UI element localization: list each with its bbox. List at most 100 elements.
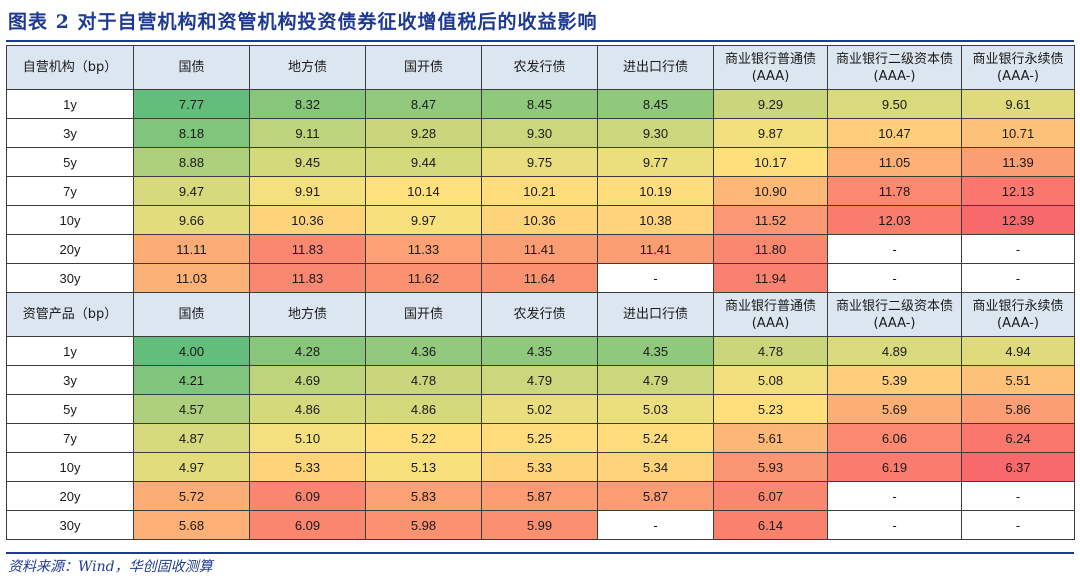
value-cell: 10.19: [597, 176, 714, 206]
tenor-label: 7y: [6, 176, 134, 206]
value-cell: 4.86: [249, 394, 366, 424]
value-cell: -: [597, 510, 714, 540]
value-cell: 5.08: [713, 365, 828, 395]
value-cell: -: [597, 263, 714, 293]
value-cell: 9.28: [365, 118, 482, 148]
table-row: 7y 9.47 9.91 10.14 10.21 10.19 10.90 11.78 12.13: [6, 176, 1075, 206]
value-cell: 9.61: [961, 89, 1075, 119]
column-header: 商业银行普通债 (AAA): [713, 292, 828, 337]
column-header: 进出口行债: [597, 45, 714, 90]
value-cell: 4.35: [481, 336, 598, 366]
table-row: 30y 5.68 6.09 5.98 5.99-6.14- -: [6, 510, 1075, 540]
value-cell: 5.13: [365, 452, 482, 482]
value-cell: 10.14: [365, 176, 482, 206]
column-header: 国开债: [365, 292, 482, 337]
value-cell: 9.97: [365, 205, 482, 235]
value-cell: -: [961, 234, 1075, 264]
value-cell: 5.39: [827, 365, 962, 395]
value-cell: 11.41: [597, 234, 714, 264]
value-cell: 9.29: [713, 89, 828, 119]
value-cell: -: [961, 481, 1075, 511]
table-row: 3y 4.21 4.69 4.78 4.79 4.79 5.08 5.39 5.51: [6, 365, 1075, 395]
value-cell: -: [827, 263, 962, 293]
value-cell: 11.52: [713, 205, 828, 235]
value-cell: 4.35: [597, 336, 714, 366]
value-cell: -: [827, 234, 962, 264]
tenor-label: 20y: [6, 234, 134, 264]
value-cell: 4.69: [249, 365, 366, 395]
value-cell: 9.30: [481, 118, 598, 148]
value-cell: 5.69: [827, 394, 962, 424]
value-cell: 11.83: [249, 263, 366, 293]
value-cell: 5.33: [481, 452, 598, 482]
table-row: 7y 4.87 5.10 5.22 5.25 5.24 5.61 6.06 6.24: [6, 423, 1075, 453]
value-cell: 4.57: [133, 394, 250, 424]
table-row: 5y 4.57 4.86 4.86 5.02 5.03 5.23 5.69 5.86: [6, 394, 1075, 424]
value-cell: 5.25: [481, 423, 598, 453]
value-cell: 11.05: [827, 147, 962, 177]
value-cell: 5.22: [365, 423, 482, 453]
section-label: 自营机构（bp）: [6, 45, 134, 90]
column-header: 进出口行债: [597, 292, 714, 337]
value-cell: 6.37: [961, 452, 1075, 482]
value-cell: 6.14: [713, 510, 828, 540]
value-cell: -: [827, 481, 962, 511]
value-cell: 6.09: [249, 481, 366, 511]
table-row: 30y 11.03 11.83 11.62 11.64-11.94- -: [6, 263, 1075, 293]
value-cell: 10.36: [249, 205, 366, 235]
value-cell: 5.51: [961, 365, 1075, 395]
value-cell: -: [827, 510, 962, 540]
value-cell: 11.03: [133, 263, 250, 293]
value-cell: -: [961, 510, 1075, 540]
yield-impact-table: 自营机构（bp） 国债 地方债 国开债 农发行债 进出口行债 商业银行普通债 (AAA) 商业银…: [6, 45, 1075, 540]
value-cell: 9.44: [365, 147, 482, 177]
value-cell: 9.50: [827, 89, 962, 119]
value-cell: 5.61: [713, 423, 828, 453]
column-header: 国开债: [365, 45, 482, 90]
tenor-label: 10y: [6, 452, 134, 482]
value-cell: -: [961, 263, 1075, 293]
value-cell: 8.45: [597, 89, 714, 119]
value-cell: 8.47: [365, 89, 482, 119]
tenor-label: 20y: [6, 481, 134, 511]
column-header: 商业银行普通债 (AAA): [713, 45, 828, 90]
tenor-label: 30y: [6, 263, 134, 293]
value-cell: 11.33: [365, 234, 482, 264]
value-cell: 6.09: [249, 510, 366, 540]
tenor-label: 10y: [6, 205, 134, 235]
value-cell: 5.72: [133, 481, 250, 511]
figure-title-bar: 图表 2 对于自营机构和资管机构投资债券征收增值税后的收益影响: [6, 0, 1074, 42]
value-cell: 9.11: [249, 118, 366, 148]
value-cell: 11.62: [365, 263, 482, 293]
value-cell: 6.07: [713, 481, 828, 511]
value-cell: 4.79: [481, 365, 598, 395]
value-cell: 9.87: [713, 118, 828, 148]
value-cell: 4.36: [365, 336, 482, 366]
value-cell: 5.87: [597, 481, 714, 511]
value-cell: 4.89: [827, 336, 962, 366]
table-row: 20y 11.11 11.83 11.33 11.41 11.41 11.80- -: [6, 234, 1075, 264]
tenor-label: 3y: [6, 365, 134, 395]
value-cell: 9.45: [249, 147, 366, 177]
value-cell: 12.03: [827, 205, 962, 235]
tenor-label: 5y: [6, 147, 134, 177]
value-cell: 12.13: [961, 176, 1075, 206]
value-cell: 11.11: [133, 234, 250, 264]
value-cell: 9.47: [133, 176, 250, 206]
column-header: 商业银行二级资本债 (AAA-): [827, 292, 962, 337]
value-cell: 5.33: [249, 452, 366, 482]
value-cell: 5.93: [713, 452, 828, 482]
column-header: 地方债: [249, 292, 366, 337]
value-cell: 9.75: [481, 147, 598, 177]
value-cell: 11.64: [481, 263, 598, 293]
value-cell: 5.03: [597, 394, 714, 424]
table-row: 1y 7.77 8.32 8.47 8.45 8.45 9.29 9.50 9.61: [6, 89, 1075, 119]
value-cell: 10.36: [481, 205, 598, 235]
value-cell: 8.45: [481, 89, 598, 119]
value-cell: 11.41: [481, 234, 598, 264]
figure-title: 图表 2 对于自营机构和资管机构投资债券征收增值税后的收益影响: [8, 10, 598, 33]
value-cell: 11.78: [827, 176, 962, 206]
table-row: 5y 8.88 9.45 9.44 9.75 9.77 10.17 11.05 11.39: [6, 147, 1075, 177]
value-cell: 5.99: [481, 510, 598, 540]
tenor-label: 3y: [6, 118, 134, 148]
